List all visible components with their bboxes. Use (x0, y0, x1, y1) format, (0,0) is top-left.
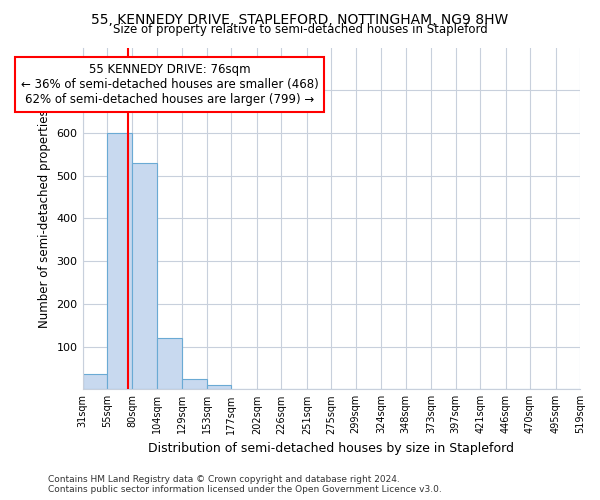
Bar (182, 378, 207, 390)
Text: 55, KENNEDY DRIVE, STAPLEFORD, NOTTINGHAM, NG9 8HW: 55, KENNEDY DRIVE, STAPLEFORD, NOTTINGHA… (91, 12, 509, 26)
Text: Size of property relative to semi-detached houses in Stapleford: Size of property relative to semi-detach… (113, 22, 487, 36)
Text: 55 KENNEDY DRIVE: 76sqm
← 36% of semi-detached houses are smaller (468)
62% of s: 55 KENNEDY DRIVE: 76sqm ← 36% of semi-de… (20, 63, 319, 106)
Bar (133, 163, 157, 390)
X-axis label: Distribution of semi-detached houses by size in Stapleford: Distribution of semi-detached houses by … (148, 442, 514, 455)
Y-axis label: Number of semi-detached properties: Number of semi-detached properties (38, 109, 51, 328)
Text: Contains HM Land Registry data © Crown copyright and database right 2024.
Contai: Contains HM Land Registry data © Crown c… (48, 474, 442, 494)
Bar (107, 133, 133, 390)
Bar (157, 338, 182, 390)
Bar (83, 374, 107, 390)
Bar (207, 385, 232, 390)
